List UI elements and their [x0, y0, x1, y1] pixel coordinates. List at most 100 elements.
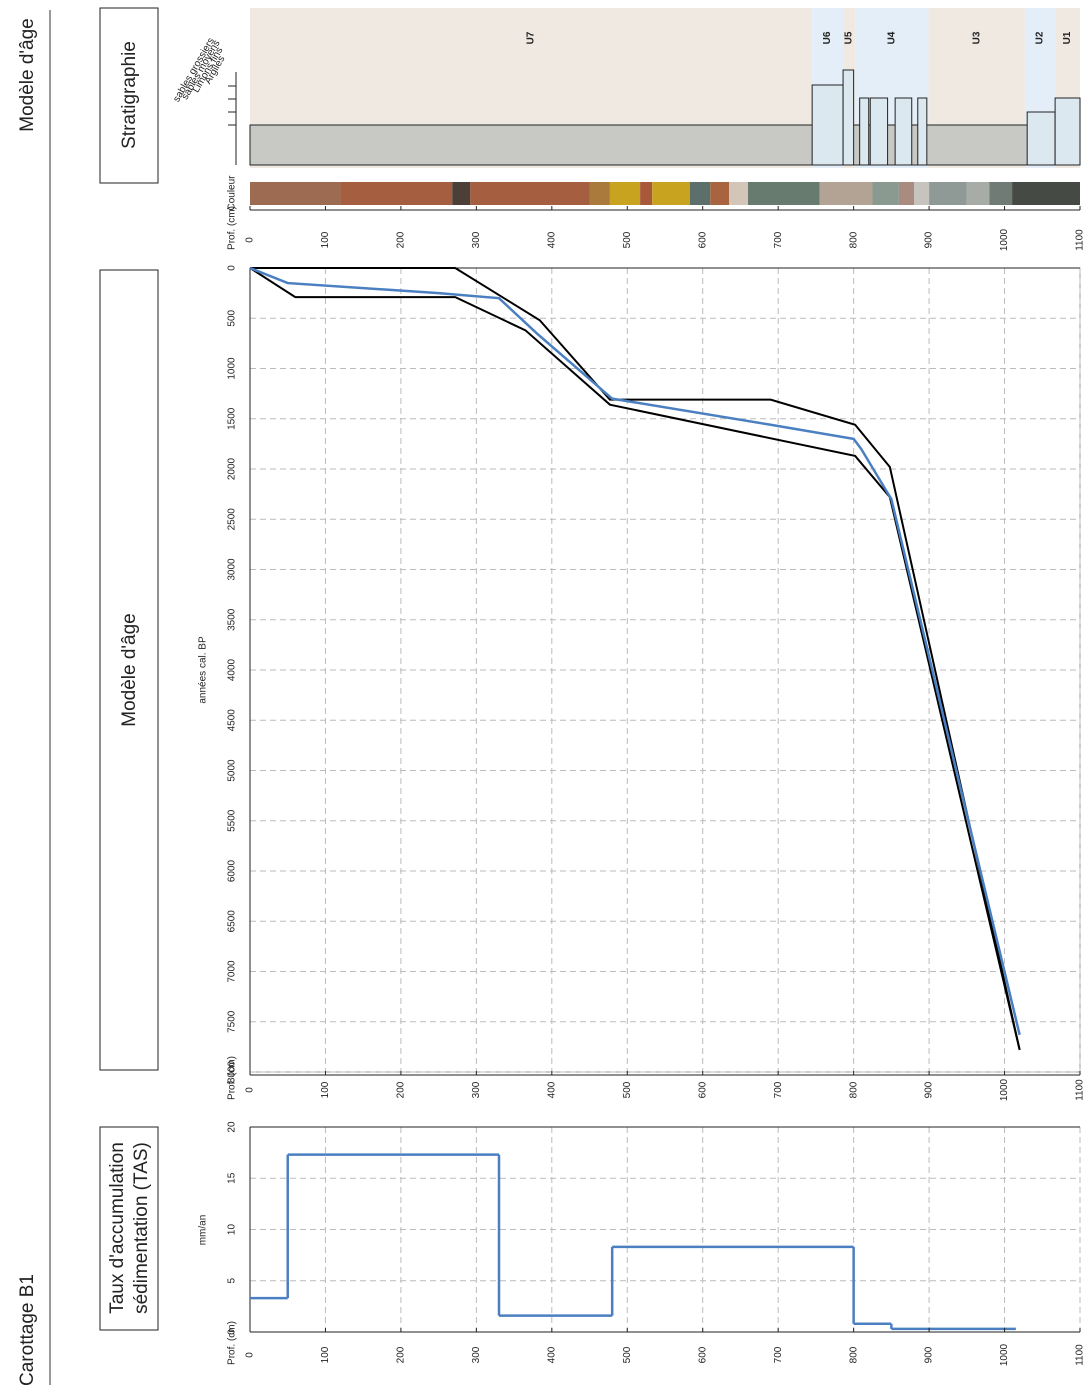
- color-segment: [640, 182, 653, 205]
- y-tick-label: 1000: [227, 357, 238, 380]
- x-tick-label: 0: [245, 1087, 256, 1093]
- unit-label: U3: [971, 31, 982, 44]
- x-tick-label: 300: [471, 1081, 482, 1098]
- unit-label: U4: [886, 31, 897, 44]
- x-tick-label: 1100: [1075, 229, 1086, 251]
- y-tick-label: 3000: [227, 558, 238, 581]
- x-axis-label: Prof. (cm): [227, 1321, 238, 1365]
- x-tick-label: 800: [848, 1081, 859, 1098]
- lithology-block: [811, 84, 844, 166]
- y-tick-label: 4500: [227, 709, 238, 732]
- x-axis-label: Prof. (cm): [227, 206, 238, 250]
- x-tick-label: 0: [245, 237, 256, 243]
- lithology-block: [1054, 97, 1081, 166]
- x-tick-label: 300: [471, 231, 482, 248]
- lithology: [249, 124, 1081, 166]
- y-tick-label: 20: [227, 1121, 238, 1133]
- x-tick-label: 800: [848, 1346, 859, 1363]
- color-label: Couleur: [227, 175, 238, 211]
- envelope-line: [249, 267, 1021, 1051]
- unit-label: U6: [822, 31, 833, 44]
- color-segment: [589, 182, 610, 205]
- x-tick-label: 700: [773, 231, 784, 248]
- color-segment: [989, 182, 1013, 205]
- y-tick-label: 5000: [227, 759, 238, 782]
- lithology-block: [894, 97, 913, 166]
- x-tick-label: 1000: [999, 1078, 1010, 1101]
- x-tick-label: 900: [924, 1081, 935, 1098]
- y-tick-label: 15: [227, 1172, 238, 1184]
- x-tick-label: 500: [622, 1346, 633, 1363]
- x-tick-label: 600: [697, 231, 708, 248]
- color-segment: [250, 182, 341, 205]
- y-tick-label: 2000: [227, 457, 238, 480]
- unit-label: U5: [844, 31, 855, 44]
- x-tick-label: 700: [773, 1081, 784, 1098]
- unit-label: U1: [1062, 31, 1073, 44]
- panel-title: Taux d'accumulation: [107, 1142, 128, 1314]
- color-segment: [819, 182, 873, 205]
- x-tick-label: 400: [546, 1081, 557, 1098]
- y-tick-label: 3500: [227, 608, 238, 631]
- color-segment: [729, 182, 748, 205]
- color-segment: [609, 182, 641, 205]
- lithology-block: [917, 97, 928, 166]
- color-segment: [914, 182, 930, 205]
- color-segment: [689, 182, 711, 205]
- envelope-line: [250, 267, 1021, 1051]
- color-segment: [748, 182, 820, 205]
- y-tick-label: 0: [227, 265, 238, 271]
- x-tick-label: 600: [697, 1081, 708, 1098]
- unit-label: U2: [1035, 31, 1046, 44]
- lithology-block: [859, 97, 870, 166]
- color-segment: [929, 182, 967, 205]
- color-segment: [966, 182, 990, 205]
- y-tick-label: 10: [227, 1224, 238, 1236]
- x-axis-label: Prof. (cm): [227, 1056, 238, 1100]
- y-tick-label: 8000: [227, 1060, 238, 1083]
- x-tick-label: 200: [396, 1346, 407, 1363]
- lithology-block: [1026, 111, 1056, 166]
- x-tick-label: 800: [848, 231, 859, 248]
- y-tick-label: 7500: [227, 1010, 238, 1033]
- x-tick-label: 300: [471, 1346, 482, 1363]
- x-tick-label: 1100: [1075, 1344, 1086, 1366]
- lithology-block: [842, 69, 855, 166]
- color-segment: [710, 182, 730, 205]
- y-tick-label: 500: [227, 309, 238, 326]
- panel-box: [99, 7, 159, 184]
- color-segment: [340, 182, 453, 205]
- x-tick-label: 400: [546, 1346, 557, 1363]
- x-tick-label: 200: [396, 231, 407, 248]
- unit-label: U7: [526, 31, 537, 44]
- x-tick-label: 100: [320, 1081, 331, 1098]
- panel-title: sédimentation (TAS): [131, 1142, 152, 1314]
- panel-box: [99, 1126, 159, 1331]
- lithology-block: [869, 97, 889, 166]
- y-tick-label: 2500: [227, 508, 238, 531]
- y-tick-label: 5500: [227, 809, 238, 832]
- color-segment: [470, 182, 590, 205]
- side-title: Modèle d'âge: [17, 18, 38, 132]
- x-tick-label: 500: [622, 1081, 633, 1098]
- x-tick-label: 100: [320, 1346, 331, 1363]
- y-axis-label: mm/an: [198, 1215, 209, 1246]
- x-tick-label: 500: [622, 231, 633, 248]
- color-segment: [1012, 182, 1080, 205]
- x-tick-label: 600: [697, 1346, 708, 1363]
- color-segment: [872, 182, 899, 205]
- x-tick-label: 200: [396, 1081, 407, 1098]
- x-tick-label: 1000: [999, 1343, 1010, 1366]
- y-tick-label: 6000: [227, 859, 238, 882]
- y-tick-label: 4000: [227, 658, 238, 681]
- x-tick-label: 100: [320, 231, 331, 248]
- x-tick-label: 1100: [1075, 1079, 1086, 1101]
- x-tick-label: 900: [924, 1346, 935, 1363]
- x-tick-label: 0: [245, 1352, 256, 1358]
- y-tick-label: 5: [227, 1278, 238, 1284]
- age-model-line: [249, 266, 1021, 1036]
- panel-title: Modèle d'âge: [119, 613, 140, 727]
- x-tick-label: 900: [924, 231, 935, 248]
- y-axis-label: années cal. BP: [198, 636, 209, 704]
